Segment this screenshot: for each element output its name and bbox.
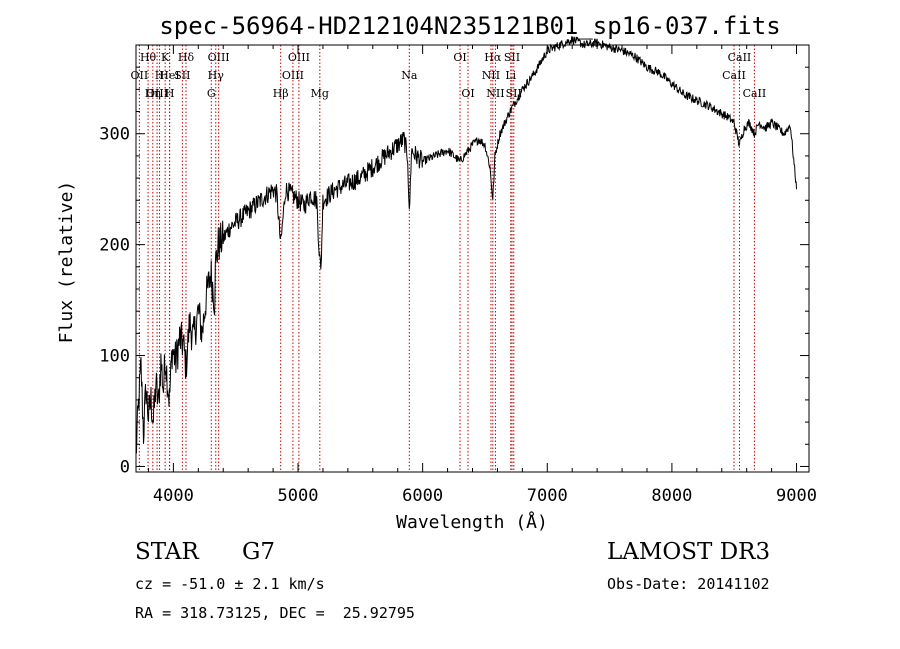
spectral-line-label-20: Hη [145, 87, 161, 100]
spectral-line-label-0: Hθ [140, 51, 157, 64]
spectral-line-label-18: CaII [722, 69, 746, 82]
spectral-line-label-5: OI [453, 51, 466, 64]
coordinates: RA = 318.73125, DEC = 25.92795 [135, 604, 415, 622]
spectral-line-label-8: CaII [728, 51, 752, 64]
spectral-line-label-16: NII [482, 69, 500, 82]
spectral-line-label-6: Hα [484, 51, 502, 64]
flux-series-line-0 [135, 36, 797, 454]
object-type: STAR [135, 539, 199, 565]
spectral-line-label-15: Na [401, 69, 418, 82]
y-axis-label: Flux (relative) [56, 181, 77, 344]
spectral-subclass: G7 [242, 539, 276, 565]
spectral-line-label-26: NII [486, 87, 504, 100]
x-tick-label-4: 8000 [651, 486, 692, 506]
spectral-line-label-23: Hβ [273, 87, 289, 100]
spectral-line-label-28: CaII [743, 87, 767, 100]
redshift-readout: cz = -51.0 ± 2.1 km/s [135, 575, 325, 593]
spectral-line-label-14: OIII [282, 69, 304, 82]
axis-ticks: 4000 5000 6000 7000 8000 9000 0 100 200 300 [99, 45, 817, 506]
spectral-line-label-17: Li [505, 69, 516, 82]
spectral-line-label-13: Hγ [208, 69, 225, 82]
x-tick-label-5: 9000 [776, 486, 817, 506]
spectral-line-label-2: Hδ [178, 51, 195, 64]
x-tick-label-1: 5000 [278, 486, 319, 506]
obs-date: Obs-Date: 20141102 [607, 575, 770, 593]
series-layer [135, 36, 797, 454]
x-tick-label-3: 7000 [527, 486, 568, 506]
spectral-line-label-22: G [207, 87, 216, 100]
spectral-line-label-3: OIII [208, 51, 230, 64]
y-tick-label-2: 200 [99, 236, 130, 256]
spectral-line-label-25: OI [461, 87, 474, 100]
y-tick-label-0: 0 [120, 457, 130, 477]
y-tick-label-3: 300 [99, 125, 130, 145]
spectral-line-label-21: H [165, 87, 175, 100]
spectral-line-label-12: SII [174, 69, 190, 82]
survey-name: LAMOST DR3 [607, 539, 771, 565]
spectral-line-label-9: OII [131, 69, 149, 82]
spectral-line-label-19: OIII [146, 87, 168, 100]
spectral-line-label-11: HeI [159, 69, 179, 82]
spectral-line-label-4: OIII [288, 51, 310, 64]
x-axis-label: Wavelength (Å) [396, 511, 548, 533]
spectral-line-label-10: H [155, 69, 165, 82]
spectral-line-label-1: K [161, 51, 170, 64]
x-tick-label-0: 4000 [153, 486, 194, 506]
y-tick-label-1: 100 [99, 347, 130, 367]
spectral-line-label-24: Mg [311, 87, 329, 100]
x-tick-label-2: 6000 [402, 486, 443, 506]
chart-title: spec-56964-HD212104N235121B01_sp16-037.f… [159, 12, 780, 40]
spectral-line-label-7: SII [504, 51, 520, 64]
